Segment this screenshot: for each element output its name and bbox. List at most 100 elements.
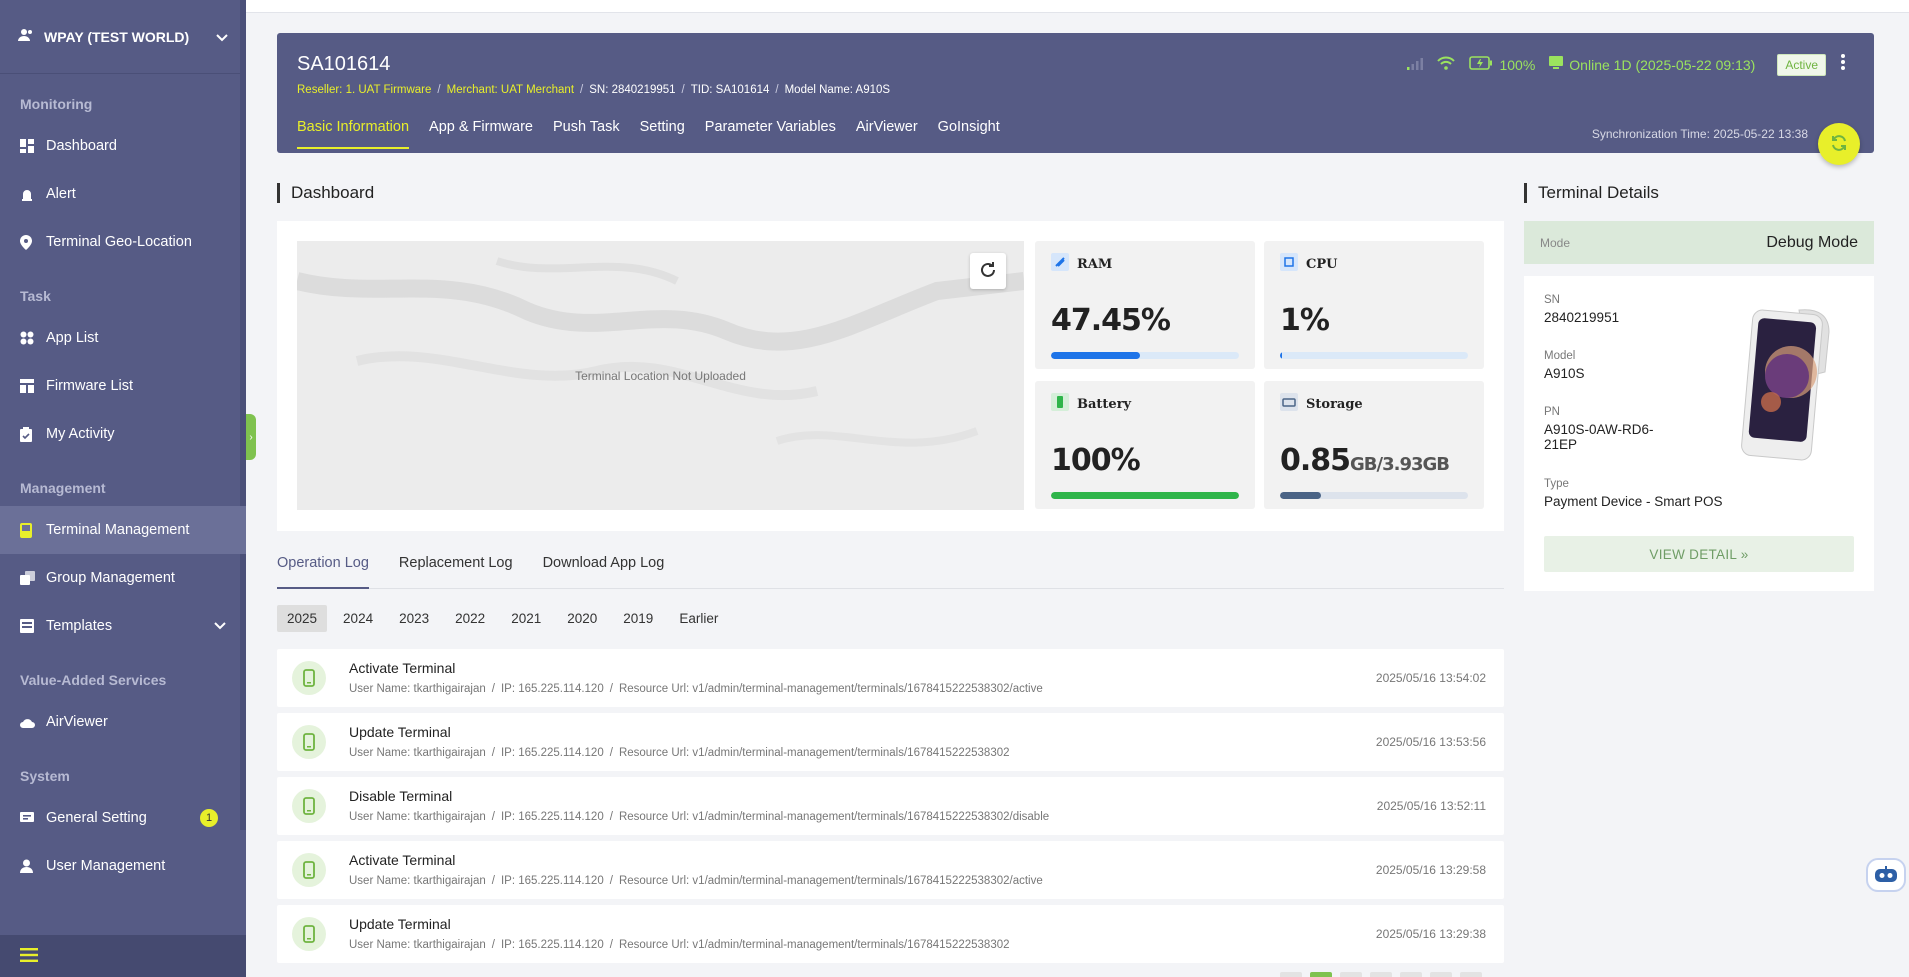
cpu-label: CPU — [1306, 256, 1338, 272]
sidebar-item-firmware-list[interactable]: Firmware List — [0, 362, 246, 410]
device-log-icon — [292, 917, 326, 951]
serial-number: SN: 2840219951 — [589, 84, 676, 96]
page-button[interactable] — [1340, 972, 1362, 977]
page-button[interactable] — [1400, 972, 1422, 977]
log-url: Resource Url: v1/admin/terminal-manageme… — [618, 683, 1043, 695]
tab-goinsight[interactable]: GoInsight — [937, 119, 1000, 135]
tab-app-firmware[interactable]: App & Firmware — [429, 119, 533, 135]
sidebar-item-alert[interactable]: Alert — [0, 170, 246, 218]
reseller-link[interactable]: Reseller: 1. UAT Firmware — [297, 84, 432, 96]
year-option[interactable]: Earlier — [679, 611, 719, 626]
year-option[interactable]: 2024 — [343, 611, 374, 626]
log-user: User Name: tkarthigairajan — [349, 811, 486, 823]
model-label: Model — [1544, 350, 1576, 362]
tab-basic-information[interactable]: Basic Information — [297, 119, 410, 149]
tab-download-app-log[interactable]: Download App Log — [542, 555, 665, 571]
users-icon — [18, 28, 34, 45]
year-option[interactable]: 2022 — [455, 611, 486, 626]
sidebar-scrollbar[interactable] — [240, 0, 246, 830]
sidebar-item-terminal-management[interactable]: Terminal Management — [0, 506, 246, 554]
log-details: User Name: tkarthigairajan / IP: 165.225.1… — [349, 875, 1043, 887]
pn-field: PN A910S-0AW-RD6-21EP — [1544, 406, 1664, 452]
workspace-selector[interactable]: WPAY (TEST WORLD) — [0, 0, 246, 74]
type-value: Payment Device - Smart POS — [1544, 494, 1723, 509]
ram-progress-fill — [1051, 352, 1141, 359]
battery-charging-icon — [1469, 56, 1493, 73]
terminal-map[interactable]: Terminal Location Not Uploaded — [297, 241, 1024, 510]
battery-label: Battery — [1077, 396, 1132, 412]
robot-icon[interactable] — [1866, 858, 1906, 892]
menu-icon[interactable] — [20, 947, 38, 965]
sidebar-item-label: My Activity — [46, 426, 115, 442]
terminal-details-title: Terminal Details — [1524, 183, 1659, 203]
year-option[interactable]: 2020 — [567, 611, 598, 626]
view-detail-button[interactable]: VIEW DETAIL » — [1544, 536, 1854, 572]
page-button[interactable] — [1370, 972, 1392, 977]
tab-parameter-variables[interactable]: Parameter Variables — [704, 119, 836, 135]
signal-icon — [1407, 56, 1424, 73]
battery-progress — [1051, 492, 1239, 499]
sync-button[interactable] — [1818, 123, 1860, 165]
sidebar-item-my-activity[interactable]: My Activity — [0, 410, 246, 458]
log-time: 2025/05/16 13:53:56 — [1375, 735, 1486, 749]
tab-airviewer[interactable]: AirViewer — [855, 119, 918, 135]
log-entry: Activate Terminal User Name: tkarthigair… — [277, 649, 1504, 707]
sync-icon — [1829, 133, 1849, 156]
sidebar-item-label: User Management — [46, 858, 166, 874]
log-url: Resource Url: v1/admin/terminal-manageme… — [618, 747, 1010, 759]
battery-metric: Battery 100% — [1035, 381, 1255, 509]
storage-icon — [1280, 393, 1298, 415]
page-button[interactable] — [1280, 972, 1302, 977]
battery-level: 100% — [1499, 56, 1536, 73]
year-option[interactable]: 2021 — [511, 611, 542, 626]
mode-value: Debug Mode — [1766, 233, 1858, 251]
tab-setting[interactable]: Setting — [639, 119, 685, 135]
terminal-details-card: SN 2840219951 Model A910S PN A910S-0AW-RD6-… — [1524, 276, 1874, 591]
group-icon — [20, 571, 46, 585]
log-time: 2025/05/16 13:52:11 — [1376, 799, 1486, 813]
map-refresh-button[interactable] — [970, 253, 1006, 289]
page-button[interactable] — [1460, 972, 1482, 977]
sidebar-item-user-management[interactable]: User Management — [0, 842, 246, 890]
log-user: User Name: tkarthigairajan — [349, 747, 486, 759]
year-option[interactable]: 2025 — [277, 605, 328, 632]
log-time: 2025/05/16 13:54:02 — [1375, 671, 1486, 685]
ram-progress — [1051, 352, 1239, 359]
sidebar: WPAY (TEST WORLD) Monitoring Dashboard A… — [0, 0, 246, 977]
sidebar-item-group-management[interactable]: Group Management — [0, 554, 246, 602]
sidebar-item-app-list[interactable]: App List — [0, 314, 246, 362]
terminal-meta: Reseller: 1. UAT Firmware / Merchant: UAT … — [297, 84, 891, 96]
tab-operation-log[interactable]: Operation Log — [277, 553, 369, 589]
log-user: User Name: tkarthigairajan — [349, 683, 486, 695]
battery-icon — [1051, 393, 1069, 415]
tab-push-task[interactable]: Push Task — [552, 119, 620, 135]
page-button[interactable] — [1310, 972, 1332, 977]
sidebar-item-templates[interactable]: Templates — [0, 602, 246, 650]
sidebar-item-geo-location[interactable]: Terminal Geo-Location — [0, 218, 246, 266]
year-option[interactable]: 2023 — [399, 611, 430, 626]
sidebar-item-general-setting[interactable]: General Setting 1 — [0, 794, 246, 842]
storage-metric: Storage 0.85GB/3.93GB — [1264, 381, 1484, 509]
chevron-down-icon — [216, 29, 228, 45]
merchant-link[interactable]: Merchant: UAT Merchant — [446, 84, 575, 96]
sidebar-item-label: General Setting — [46, 810, 147, 826]
sidebar-collapse-handle[interactable]: › — [246, 414, 256, 460]
page-button[interactable] — [1430, 972, 1452, 977]
sidebar-item-dashboard[interactable]: Dashboard — [0, 122, 246, 170]
ram-label: RAM — [1077, 256, 1113, 272]
storage-progress-fill — [1280, 492, 1321, 499]
more-vertical-icon[interactable] — [1840, 53, 1846, 76]
status-badge: Active — [1777, 53, 1826, 76]
tab-replacement-log[interactable]: Replacement Log — [398, 555, 513, 571]
device-log-icon — [292, 789, 326, 823]
sidebar-item-airviewer[interactable]: AirViewer — [0, 698, 246, 746]
year-option[interactable]: 2019 — [623, 611, 654, 626]
storage-label: Storage — [1306, 396, 1363, 412]
storage-used-unit: GB — [1350, 454, 1377, 475]
pn-value: A910S-0AW-RD6-21EP — [1544, 422, 1654, 452]
cpu-icon — [1280, 253, 1298, 275]
device-log-icon — [292, 853, 326, 887]
cpu-progress — [1280, 352, 1468, 359]
log-url: Resource Url: v1/admin/terminal-manageme… — [618, 811, 1050, 823]
section-system: System — [20, 768, 70, 784]
